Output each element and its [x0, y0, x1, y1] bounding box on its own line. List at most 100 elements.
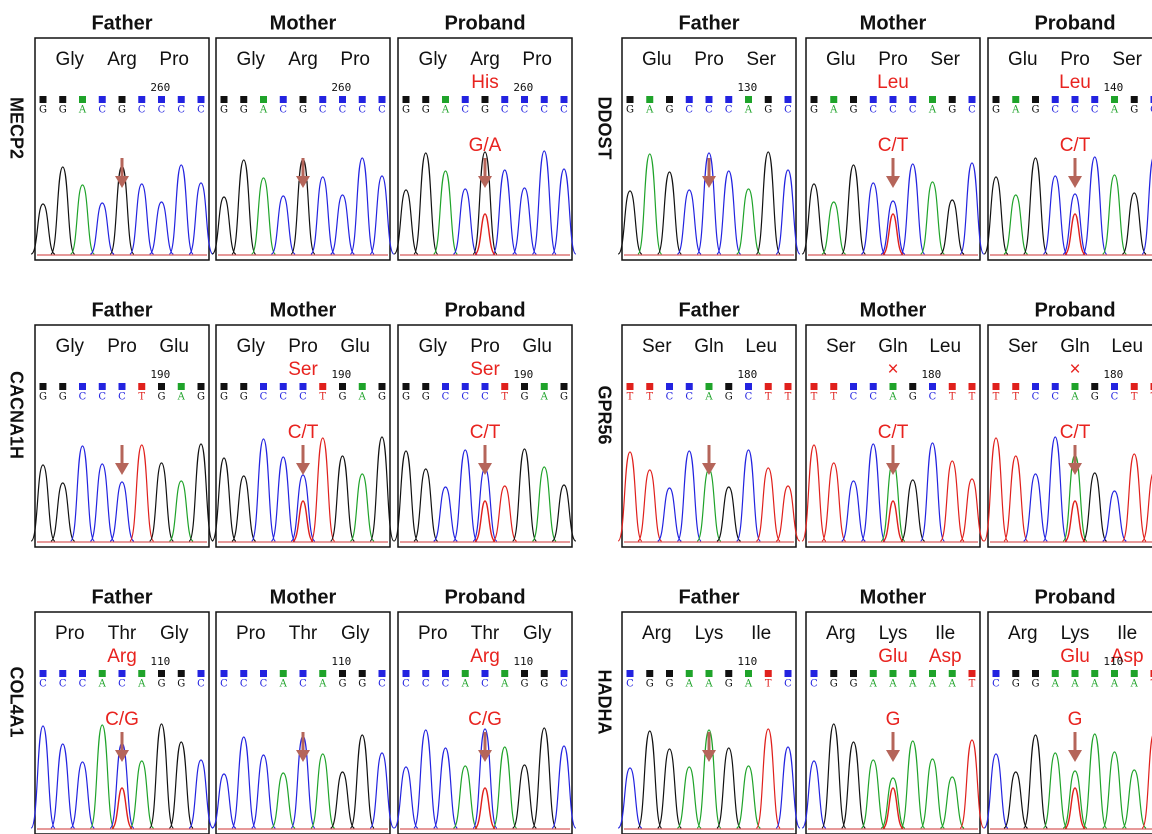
base-letter: C: [299, 679, 307, 690]
base-letter: C: [197, 679, 205, 690]
base-letter: C: [79, 392, 87, 403]
base-position: 110: [513, 655, 533, 668]
base-call-box: [300, 670, 307, 677]
base-call-box: [501, 96, 508, 103]
base-call-box: [1012, 383, 1019, 390]
base-call-box: [686, 96, 693, 103]
base-letter: C: [422, 679, 430, 690]
gene-label: GPR56: [594, 385, 614, 444]
mutant-amino-acid: Arg: [107, 646, 137, 667]
base-letter: C: [1111, 392, 1119, 403]
amino-acid: Glu: [522, 336, 552, 357]
base-letter: G: [339, 679, 347, 690]
base-call-box: [280, 670, 287, 677]
base-letter: G: [240, 105, 248, 116]
base-letter: A: [98, 679, 107, 690]
base-letter: C: [968, 105, 976, 116]
base-letter: C: [378, 105, 386, 116]
base-letter: A: [1110, 679, 1119, 690]
mutant-amino-acid: Ser: [288, 359, 318, 380]
base-letter: A: [928, 679, 937, 690]
base-letter: T: [811, 392, 818, 403]
gene-label: COL4A1: [6, 666, 26, 737]
base-letter: C: [869, 105, 877, 116]
base-call-box: [1111, 96, 1118, 103]
base-letter: G: [666, 679, 674, 690]
base-letter: G: [220, 392, 228, 403]
base-call-box: [359, 96, 366, 103]
panel-header: Father: [91, 12, 152, 34]
base-letter: C: [685, 392, 693, 403]
panel-header: Proband: [444, 12, 525, 34]
amino-acid: Ser: [826, 336, 856, 357]
base-call-box: [870, 670, 877, 677]
base-call-box: [138, 96, 145, 103]
mutant-amino-acid: Glu: [878, 646, 908, 667]
base-call-box: [1091, 670, 1098, 677]
base-call-box: [379, 383, 386, 390]
amino-acid: Pro: [236, 623, 266, 644]
panel-frame: [216, 612, 390, 834]
base-letter: G: [358, 679, 366, 690]
base-letter: A: [441, 105, 450, 116]
base-letter: C: [1051, 105, 1059, 116]
base-call-box: [79, 96, 86, 103]
base-position: 110: [737, 655, 757, 668]
base-call-box: [379, 96, 386, 103]
base-call-box: [319, 383, 326, 390]
base-letter: G: [158, 392, 166, 403]
base-letter: C: [501, 105, 509, 116]
base-call-box: [501, 670, 508, 677]
base-call-box: [993, 670, 1000, 677]
base-letter: C: [98, 105, 106, 116]
base-letter: A: [1070, 679, 1079, 690]
trace-panel: FatherProThrGlyArg110CCCACAGGCC/G: [31, 586, 213, 834]
panel-header: Mother: [860, 299, 927, 321]
base-letter: T: [765, 679, 772, 690]
panel-frame: [622, 612, 796, 834]
amino-acid: Lys: [1061, 623, 1090, 644]
base-call-box: [949, 383, 956, 390]
base-call-box: [521, 670, 528, 677]
base-letter: A: [869, 679, 878, 690]
base-call-box: [221, 383, 228, 390]
base-letter: G: [378, 392, 386, 403]
base-letter: C: [98, 392, 106, 403]
base-call-box: [850, 670, 857, 677]
base-letter: C: [158, 105, 166, 116]
base-letter: G: [540, 679, 548, 690]
base-call-box: [482, 383, 489, 390]
base-call-box: [240, 96, 247, 103]
amino-acid: Lys: [879, 623, 908, 644]
base-call-box: [482, 670, 489, 677]
amino-acid: Glu: [340, 336, 370, 357]
base-call-box: [280, 383, 287, 390]
base-letter: A: [279, 679, 288, 690]
base-letter: A: [948, 679, 957, 690]
amino-acid: Glu: [642, 49, 672, 70]
base-call-box: [1072, 383, 1079, 390]
base-call-box: [99, 383, 106, 390]
amino-acid: Gly: [160, 623, 189, 644]
amino-acid: Ser: [642, 336, 672, 357]
base-letter: C: [1051, 392, 1059, 403]
panel-frame: [35, 38, 209, 260]
base-call-box: [949, 670, 956, 677]
base-call-box: [969, 383, 976, 390]
variant-label: C/T: [878, 422, 909, 443]
base-letter: G: [1091, 392, 1099, 403]
base-letter: A: [744, 105, 753, 116]
base-letter: C: [118, 679, 126, 690]
base-call-box: [40, 383, 47, 390]
base-letter: T: [785, 392, 792, 403]
base-call-box: [627, 96, 634, 103]
amino-acid: Leu: [929, 336, 961, 357]
base-call-box: [138, 383, 145, 390]
base-position: 260: [331, 81, 351, 94]
base-call-box: [198, 383, 205, 390]
amino-acid: Pro: [159, 49, 189, 70]
base-letter: C: [666, 392, 674, 403]
base-call-box: [850, 96, 857, 103]
base-call-box: [870, 383, 877, 390]
base-letter: C: [220, 679, 228, 690]
